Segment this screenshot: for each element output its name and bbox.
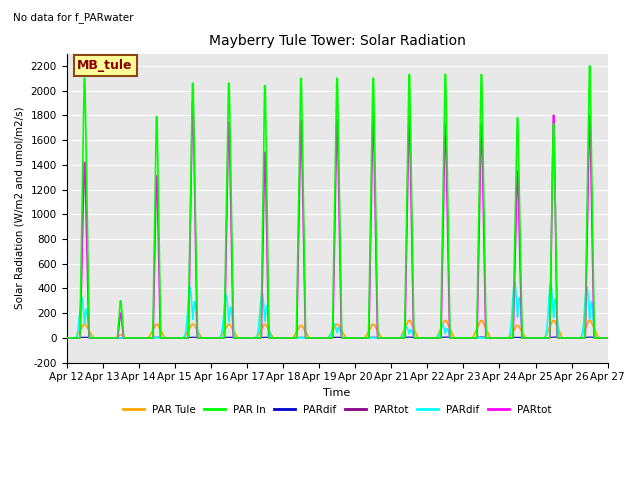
Legend: PAR Tule, PAR In, PARdif, PARtot, PARdif, PARtot: PAR Tule, PAR In, PARdif, PARtot, PARdif… — [118, 401, 556, 420]
Y-axis label: Solar Radiation (W/m2 and umol/m2/s): Solar Radiation (W/m2 and umol/m2/s) — [15, 107, 25, 310]
Title: Mayberry Tule Tower: Solar Radiation: Mayberry Tule Tower: Solar Radiation — [209, 34, 465, 48]
X-axis label: Time: Time — [323, 388, 351, 398]
Text: No data for f_PARwater: No data for f_PARwater — [13, 12, 133, 23]
Text: MB_tule: MB_tule — [77, 59, 133, 72]
